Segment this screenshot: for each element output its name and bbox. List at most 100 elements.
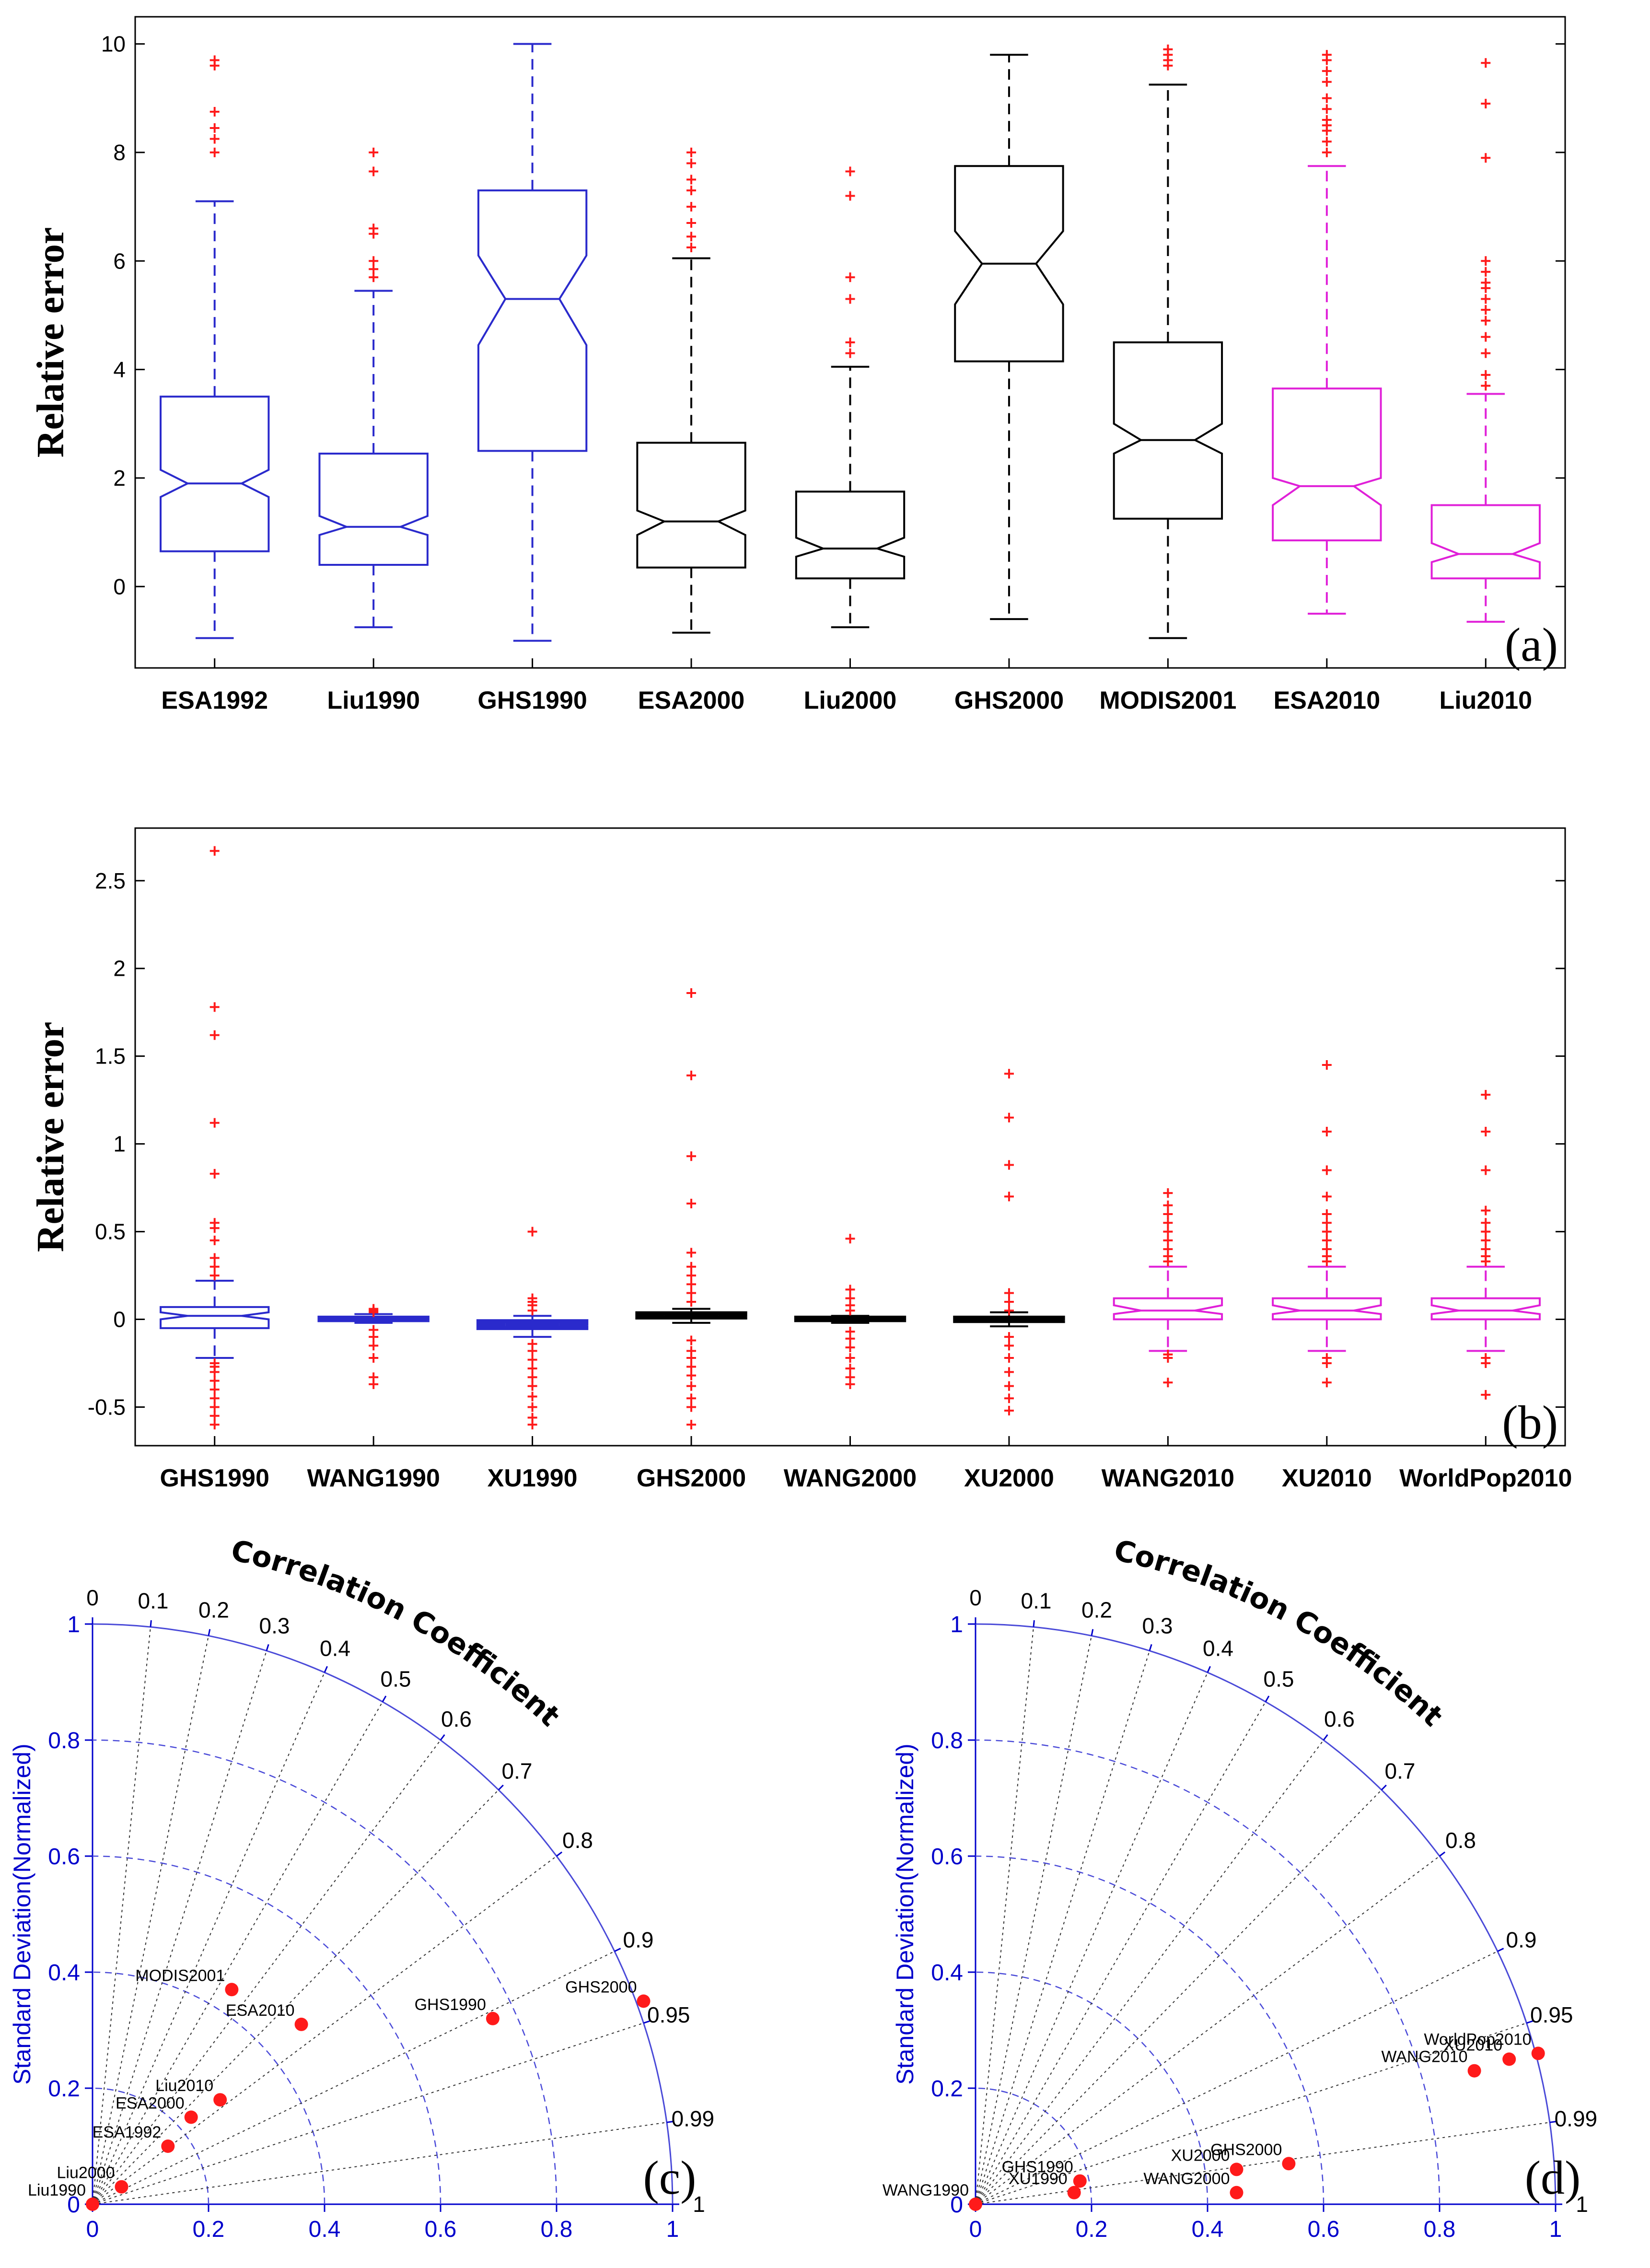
outlier-point <box>686 1297 697 1307</box>
data-point <box>86 2198 99 2211</box>
panel-label: (b) <box>1502 1396 1558 1449</box>
outlier-point <box>209 1262 220 1272</box>
outlier-point <box>1004 1160 1014 1170</box>
outlier-point <box>1481 1127 1491 1137</box>
corr-ray <box>92 1856 557 2205</box>
corr-ray <box>975 1740 1324 2205</box>
outlier-point <box>527 1227 537 1237</box>
box <box>477 189 588 452</box>
std-y-tick-label: 0.4 <box>931 1960 963 1986</box>
plot-frame <box>134 827 1566 1447</box>
outlier-point <box>209 55 220 65</box>
x-tick-label: WorldPop2010 <box>1399 1464 1572 1492</box>
outlier-point <box>209 1169 220 1179</box>
corr-tick-label: 0.99 <box>1555 2106 1598 2131</box>
corr-tick-label: 0 <box>969 1585 982 1610</box>
outlier-point <box>209 846 220 856</box>
std-y-tick-label: 0.6 <box>931 1844 963 1870</box>
outlier-point <box>686 242 697 252</box>
box-panel-b: -0.5 0 0.5 1 1.5 2 2.5 Relative error GHS1990 WAN… <box>30 827 1572 1492</box>
std-x-tick-label: 0.6 <box>1308 2217 1340 2242</box>
corr-tick-mark <box>1323 1734 1328 1741</box>
box <box>476 1319 589 1330</box>
outlier-point <box>845 1364 855 1373</box>
data-point <box>1502 2052 1516 2066</box>
outlier-point <box>845 191 855 201</box>
outlier-point <box>527 1293 537 1303</box>
corr-ray <box>975 2022 1527 2205</box>
outlier-point <box>686 1279 697 1289</box>
outlier-point <box>1481 370 1491 380</box>
data-point <box>1230 2163 1243 2176</box>
outlier-point <box>686 1420 697 1430</box>
outlier-point <box>1481 1353 1491 1363</box>
corr-ray <box>975 1789 1382 2205</box>
outlier-point <box>527 1413 537 1423</box>
outlier-point <box>1322 66 1332 76</box>
x-tick-label: ESA2010 <box>1274 687 1381 714</box>
corr-tick-label: 0.6 <box>1324 1707 1355 1731</box>
data-point-label: XU2000 <box>1171 2146 1230 2164</box>
outlier-point <box>686 1346 697 1356</box>
outlier-point <box>686 1271 697 1281</box>
outlier-point <box>1322 1227 1332 1237</box>
corr-tick-mark <box>382 1695 387 1702</box>
x-tick-label: GHS2000 <box>637 1464 746 1492</box>
data-point-label: XU2010 <box>1443 2036 1502 2055</box>
y-tick-label: 2 <box>113 466 126 491</box>
corr-tick-label: 0.7 <box>502 1759 533 1784</box>
outlier-point <box>686 1335 697 1345</box>
corr-ray <box>975 1701 1266 2205</box>
box <box>318 452 429 566</box>
data-point-label: Liu2000 <box>57 2164 115 2182</box>
outlier-point <box>1322 1192 1332 1202</box>
outlier-point <box>686 202 697 212</box>
outlier-point <box>686 1370 697 1380</box>
x-tick-label: Liu2000 <box>804 687 897 714</box>
corr-tick-mark <box>498 1784 504 1790</box>
data-point <box>486 2011 500 2025</box>
y-tick-label: 2.5 <box>95 868 126 893</box>
std-arc <box>92 1855 442 2205</box>
outlier-point <box>1322 1209 1332 1219</box>
outlier-point <box>1481 1205 1491 1216</box>
x-tick-label: GHS1990 <box>160 1464 269 1492</box>
box <box>795 491 906 580</box>
x-tick-label: WANG1990 <box>307 1464 440 1492</box>
outlier-point <box>845 272 855 282</box>
std-axis-label: Standard Deviation(Normalized) <box>9 1743 35 2084</box>
data-point-label: GHS2000 <box>1210 2140 1282 2159</box>
data-point <box>1073 2174 1087 2188</box>
corr-tick-label: 0.9 <box>623 1928 654 1952</box>
outlier-point <box>209 1235 220 1245</box>
std-y-tick-label: 0.2 <box>48 2076 80 2102</box>
outlier-point <box>1481 1235 1491 1245</box>
corr-tick-label: 0.5 <box>381 1666 411 1691</box>
outlier-point <box>686 158 697 168</box>
x-tick-label: ESA1992 <box>161 687 268 714</box>
panel-label: (a) <box>1505 618 1558 671</box>
std-x-tick-label: 0.2 <box>1076 2217 1108 2242</box>
corr-tick-mark <box>440 1734 445 1741</box>
outlier-point <box>845 338 855 347</box>
corr-ray <box>92 2122 667 2205</box>
outlier-point <box>1004 1192 1014 1202</box>
outlier-point <box>686 175 697 185</box>
corr-ray <box>975 1650 1150 2205</box>
corr-tick-label: 0.2 <box>198 1598 229 1623</box>
std-x-tick-label: 1 <box>666 2217 679 2242</box>
corr-tick-label: 0.4 <box>1203 1636 1233 1661</box>
corr-ray <box>975 2122 1550 2205</box>
corr-tick-mark <box>1265 1695 1270 1702</box>
outlier-point <box>209 147 220 157</box>
outlier-point <box>1004 1332 1014 1342</box>
corr-tick-mark <box>324 1666 328 1673</box>
outlier-point <box>527 1364 537 1373</box>
corr-tick-label: 0.3 <box>259 1613 290 1638</box>
panel-label: (c) <box>643 2151 697 2204</box>
outlier-point <box>686 1070 697 1080</box>
outlier-point <box>1163 44 1173 54</box>
std-y-tick-label: 0 <box>950 2192 963 2218</box>
outlier-point <box>209 107 220 117</box>
std-y-tick-label: 1 <box>67 1612 80 1637</box>
